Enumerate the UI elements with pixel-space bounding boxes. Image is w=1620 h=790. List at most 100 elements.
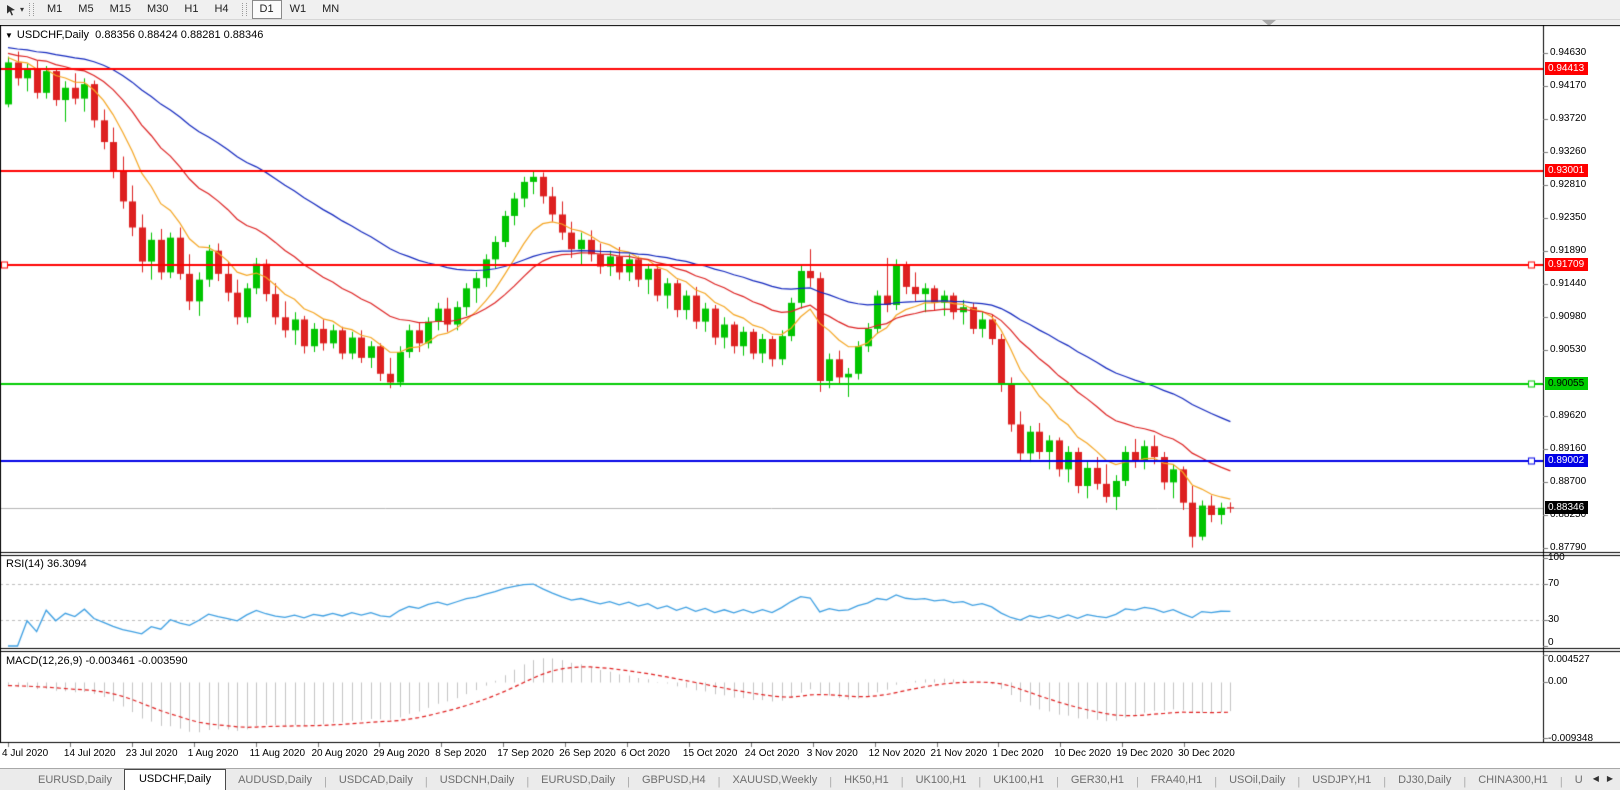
current-price-label: 0.88346 bbox=[1545, 501, 1589, 515]
tab-hk50-h1[interactable]: HK50,H1 bbox=[844, 774, 889, 786]
price-axis-tick: 0.88700 bbox=[1550, 476, 1587, 488]
timeframe-button-w1[interactable]: W1 bbox=[289, 3, 307, 15]
macd-indicator-label: MACD(12,26,9) -0.003461 -0.003590 bbox=[6, 655, 188, 667]
rsi-axis-tick: 70 bbox=[1548, 578, 1560, 590]
tab-separator: | bbox=[424, 776, 428, 788]
tab-scroll-left-icon[interactable]: ◀ bbox=[1592, 774, 1599, 783]
tab-usdchf-daily[interactable]: USDCHF,Daily bbox=[123, 769, 227, 790]
date-axis-label: 4 Jul 2020 bbox=[2, 748, 49, 759]
tab-separator: | bbox=[1463, 776, 1467, 788]
tab-scroll-controls: ◀ ▶ bbox=[1589, 774, 1617, 783]
tab-eurusd-daily[interactable]: EURUSD,Daily bbox=[541, 774, 616, 786]
date-axis-label: 1 Dec 2020 bbox=[992, 748, 1044, 759]
tab-audusd-daily[interactable]: AUDUSD,Daily bbox=[238, 774, 313, 786]
chart-title: ▼ USDCHF,Daily 0.88356 0.88424 0.88281 0.… bbox=[5, 29, 263, 41]
tab-eurusd-daily[interactable]: EURUSD,Daily bbox=[38, 774, 112, 786]
tab-separator: | bbox=[1055, 776, 1059, 788]
tab-separator: | bbox=[1383, 776, 1387, 788]
price-axis-tick: 0.89160 bbox=[1550, 443, 1587, 455]
macd-axis-tick: 0.004527 bbox=[1548, 654, 1590, 665]
tab-uk100-h1[interactable]: UK100,H1 bbox=[915, 774, 967, 786]
date-axis-label: 11 Aug 2020 bbox=[249, 748, 306, 759]
price-axis-tick: 0.91890 bbox=[1550, 245, 1587, 257]
chart-cursor-tool[interactable]: ▾ bbox=[0, 4, 24, 16]
timeframe-button-h4[interactable]: H4 bbox=[214, 3, 229, 15]
timeframe-button-m30[interactable]: M30 bbox=[146, 3, 169, 15]
date-axis-label: 19 Dec 2020 bbox=[1116, 748, 1173, 759]
tab-xauusd-weekly[interactable]: XAUUSD,Weekly bbox=[732, 774, 818, 786]
tab-ger30-h1[interactable]: GER30,H1 bbox=[1070, 774, 1125, 786]
tab-separator: | bbox=[1136, 776, 1139, 788]
hline-price-label: 0.91709 bbox=[1545, 257, 1589, 271]
tab-separator: | bbox=[526, 776, 530, 788]
macd-axis-tick: 0.00 bbox=[1548, 676, 1568, 687]
date-axis-label: 30 Dec 2020 bbox=[1178, 748, 1235, 759]
timeframe-button-m15[interactable]: M15 bbox=[109, 3, 131, 15]
date-axis-label: 8 Sep 2020 bbox=[435, 748, 487, 759]
tab-separator: | bbox=[900, 776, 904, 788]
timeframe-toolbar: ▾ M1 M5 M15 M30 H1 H4 D1 W1 MN bbox=[0, 0, 1620, 20]
chart-shift-marker[interactable] bbox=[1262, 20, 1276, 26]
tab-separator: | bbox=[627, 776, 630, 788]
tab-usdcad-daily[interactable]: USDCAD,Daily bbox=[338, 774, 413, 786]
toolbar-grip bbox=[241, 3, 247, 16]
date-axis-label: 3 Nov 2020 bbox=[806, 748, 858, 759]
tab-separator: | bbox=[324, 776, 327, 788]
date-axis-label: 26 Sep 2020 bbox=[559, 748, 616, 759]
timeframe-button-m1[interactable]: M1 bbox=[47, 3, 63, 15]
price-axis-tick: 0.87790 bbox=[1550, 542, 1587, 554]
date-axis-label: 1 Aug 2020 bbox=[187, 748, 239, 759]
chart-symbol-label: USDCHF,Daily bbox=[16, 29, 90, 41]
date-axis-label: 24 Oct 2020 bbox=[744, 748, 800, 759]
price-axis-tick: 0.93260 bbox=[1550, 146, 1587, 158]
tab-uk100-h1[interactable]: UK100,H1 bbox=[993, 774, 1044, 786]
hline-price-label: 0.93001 bbox=[1545, 163, 1589, 177]
date-axis-label: 6 Oct 2020 bbox=[621, 748, 670, 759]
date-axis-label: 29 Aug 2020 bbox=[373, 748, 430, 759]
rsi-axis-tick: 100 bbox=[1548, 552, 1565, 563]
date-axis-label: 21 Nov 2020 bbox=[930, 748, 988, 759]
tab-separator: | bbox=[717, 776, 721, 788]
tab-separator: | bbox=[978, 776, 982, 788]
timeframe-button-mn[interactable]: MN bbox=[322, 3, 340, 15]
date-axis-label: 23 Jul 2020 bbox=[125, 748, 178, 759]
tab-china300-h1[interactable]: CHINA300,H1 bbox=[1478, 774, 1548, 786]
tab-u[interactable]: U bbox=[1574, 774, 1583, 786]
tab-gbpusd-h4[interactable]: GBPUSD,H4 bbox=[642, 774, 706, 786]
tab-scroll-right-icon[interactable]: ▶ bbox=[1606, 774, 1613, 783]
price-axis-tick: 0.94630 bbox=[1550, 47, 1587, 58]
macd-axis-tick: -0.009348 bbox=[1548, 733, 1594, 744]
tab-separator: | bbox=[1214, 776, 1218, 788]
date-axis-label: 10 Dec 2020 bbox=[1054, 748, 1112, 759]
chevron-down-icon[interactable]: ▾ bbox=[20, 5, 25, 14]
rsi-axis-tick: 30 bbox=[1548, 613, 1560, 625]
tab-usdjpy-h1[interactable]: USDJPY,H1 bbox=[1312, 774, 1372, 786]
hline-price-label: 0.89002 bbox=[1545, 453, 1589, 467]
tab-separator: | bbox=[1559, 776, 1563, 788]
collapse-triangle-icon[interactable]: ▼ bbox=[5, 31, 13, 40]
price-chart-canvas[interactable] bbox=[0, 25, 1620, 768]
rsi-axis-tick: 0 bbox=[1548, 637, 1554, 648]
symbol-tab-bar: EURUSD,Daily USDCHF,Daily AUDUSD,Daily | USD… bbox=[0, 768, 1620, 790]
hline-price-label: 0.90055 bbox=[1545, 377, 1589, 391]
tab-fra40-h1[interactable]: FRA40,H1 bbox=[1150, 774, 1203, 786]
price-axis-tick: 0.90530 bbox=[1550, 343, 1587, 355]
date-axis-label: 12 Nov 2020 bbox=[868, 748, 926, 759]
chart-ohlc-values: 0.88356 0.88424 0.88281 0.88346 bbox=[95, 29, 264, 41]
tab-separator: | bbox=[829, 776, 833, 788]
tab-dj30-daily[interactable]: DJ30,Daily bbox=[1398, 774, 1452, 786]
timeframe-button-m5[interactable]: M5 bbox=[78, 3, 94, 15]
date-axis-label: 15 Oct 2020 bbox=[682, 748, 738, 759]
timeframe-button-d1[interactable]: D1 bbox=[251, 0, 282, 19]
tab-usdcnh-daily[interactable]: USDCNH,Daily bbox=[439, 774, 515, 786]
price-axis-tick: 0.90980 bbox=[1550, 311, 1587, 323]
price-axis-tick: 0.91440 bbox=[1550, 277, 1587, 289]
timeframe-button-h1[interactable]: H1 bbox=[184, 3, 199, 15]
price-axis-tick: 0.92350 bbox=[1550, 212, 1587, 224]
date-axis-label: 17 Sep 2020 bbox=[497, 748, 554, 759]
chart-area: ▼ USDCHF,Daily 0.88356 0.88424 0.88281 0.… bbox=[0, 25, 1620, 768]
tab-usoil-daily[interactable]: USOil,Daily bbox=[1229, 774, 1286, 786]
price-axis-tick: 0.92810 bbox=[1550, 178, 1587, 190]
tab-separator: | bbox=[1297, 776, 1301, 788]
